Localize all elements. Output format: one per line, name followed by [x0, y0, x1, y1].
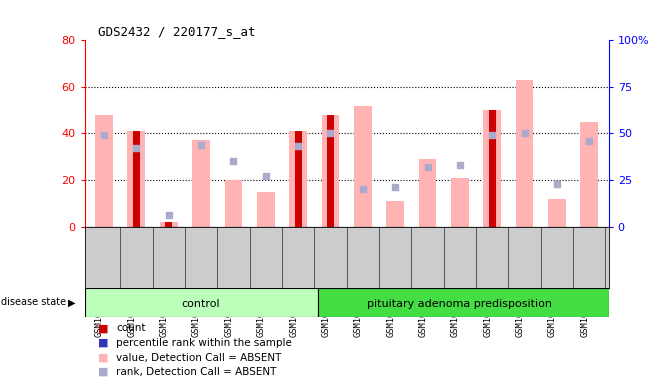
Text: percentile rank within the sample: percentile rank within the sample: [116, 338, 292, 348]
Point: [390, 184, 400, 190]
Bar: [289, 131, 307, 227]
Bar: [483, 110, 501, 227]
Point: [422, 164, 433, 170]
Point: [584, 138, 594, 144]
Point: [326, 131, 336, 137]
Text: ■: ■: [98, 323, 108, 333]
Text: count: count: [116, 323, 145, 333]
Text: control: control: [182, 299, 221, 309]
Text: disease state: disease state: [1, 297, 66, 308]
Point: [357, 186, 368, 192]
Point: [229, 158, 239, 164]
Text: pituitary adenoma predisposition: pituitary adenoma predisposition: [367, 299, 553, 309]
Bar: [294, 131, 301, 227]
Bar: [160, 222, 178, 227]
Text: ■: ■: [98, 338, 108, 348]
Point: [196, 142, 206, 148]
Bar: [516, 80, 533, 227]
Point: [519, 131, 530, 137]
Text: ■: ■: [98, 353, 108, 362]
Text: GDS2432 / 220177_s_at: GDS2432 / 220177_s_at: [98, 25, 255, 38]
Bar: [128, 131, 145, 227]
Text: ▶: ▶: [68, 297, 76, 308]
Bar: [548, 199, 566, 227]
Bar: [192, 141, 210, 227]
Text: value, Detection Call = ABSENT: value, Detection Call = ABSENT: [116, 353, 281, 362]
Bar: [133, 131, 140, 227]
Bar: [318, 288, 609, 317]
Bar: [257, 192, 275, 227]
Bar: [85, 288, 318, 317]
Bar: [225, 180, 242, 227]
Point: [99, 132, 109, 138]
Bar: [354, 106, 372, 227]
Point: [163, 212, 174, 218]
Point: [551, 180, 562, 187]
Point: [293, 143, 303, 149]
Point: [132, 145, 142, 151]
Bar: [419, 159, 436, 227]
Bar: [489, 110, 496, 227]
Point: [260, 173, 271, 179]
Point: [454, 162, 465, 168]
Point: [487, 132, 497, 138]
Bar: [165, 222, 173, 227]
Bar: [581, 122, 598, 227]
Bar: [95, 115, 113, 227]
Bar: [322, 115, 339, 227]
Text: rank, Detection Call = ABSENT: rank, Detection Call = ABSENT: [116, 367, 276, 377]
Bar: [451, 178, 469, 227]
Bar: [327, 115, 334, 227]
Bar: [386, 201, 404, 227]
Text: ■: ■: [98, 367, 108, 377]
